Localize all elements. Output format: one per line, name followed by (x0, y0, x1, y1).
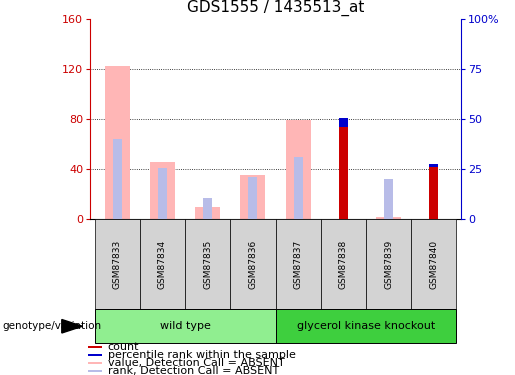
Bar (248, 177, 258, 219)
Text: GSM87840: GSM87840 (430, 240, 438, 289)
Bar (203, 198, 212, 219)
Bar (105, 66, 130, 219)
Bar (95, 309, 276, 343)
Text: genotype/variation: genotype/variation (3, 321, 101, 331)
Bar (339, 127, 348, 219)
Bar (276, 219, 321, 309)
Bar (113, 139, 122, 219)
Bar (294, 157, 303, 219)
Bar (321, 219, 366, 309)
Bar (276, 309, 456, 343)
Bar (88, 354, 101, 356)
Text: GSM87835: GSM87835 (203, 240, 212, 289)
Bar (88, 346, 101, 348)
Bar (150, 162, 175, 219)
Bar (158, 168, 167, 219)
Bar (185, 219, 230, 309)
Text: GSM87834: GSM87834 (158, 240, 167, 289)
Bar (430, 164, 438, 167)
Bar (241, 176, 265, 219)
Bar (95, 219, 140, 309)
Text: GSM87839: GSM87839 (384, 240, 393, 289)
Text: value, Detection Call = ABSENT: value, Detection Call = ABSENT (108, 358, 284, 368)
Text: GSM87837: GSM87837 (294, 240, 303, 289)
Text: rank, Detection Call = ABSENT: rank, Detection Call = ABSENT (108, 366, 279, 375)
Bar (230, 219, 276, 309)
Bar (286, 120, 311, 219)
Text: GSM87833: GSM87833 (113, 240, 122, 289)
Bar (384, 179, 393, 219)
Bar (88, 362, 101, 364)
Polygon shape (62, 320, 82, 333)
Text: GSM87838: GSM87838 (339, 240, 348, 289)
Text: glycerol kinase knockout: glycerol kinase knockout (297, 321, 435, 331)
Bar (366, 219, 411, 309)
Title: GDS1555 / 1435513_at: GDS1555 / 1435513_at (187, 0, 364, 16)
Bar (376, 217, 401, 219)
Text: GSM87836: GSM87836 (248, 240, 258, 289)
Bar (88, 370, 101, 372)
Bar (339, 118, 348, 127)
Bar (195, 207, 220, 219)
Bar (411, 219, 456, 309)
Text: count: count (108, 342, 139, 352)
Text: percentile rank within the sample: percentile rank within the sample (108, 350, 296, 360)
Text: wild type: wild type (160, 321, 211, 331)
Bar (140, 219, 185, 309)
Bar (430, 167, 438, 219)
